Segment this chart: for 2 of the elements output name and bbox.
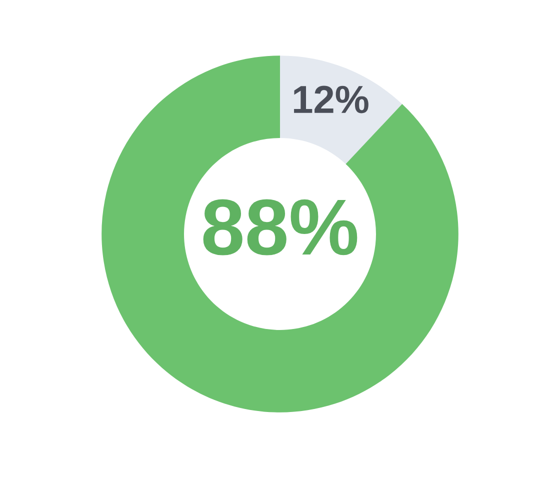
- data-label: 12%: [294, 86, 368, 114]
- data-label: 88%: [203, 199, 358, 256]
